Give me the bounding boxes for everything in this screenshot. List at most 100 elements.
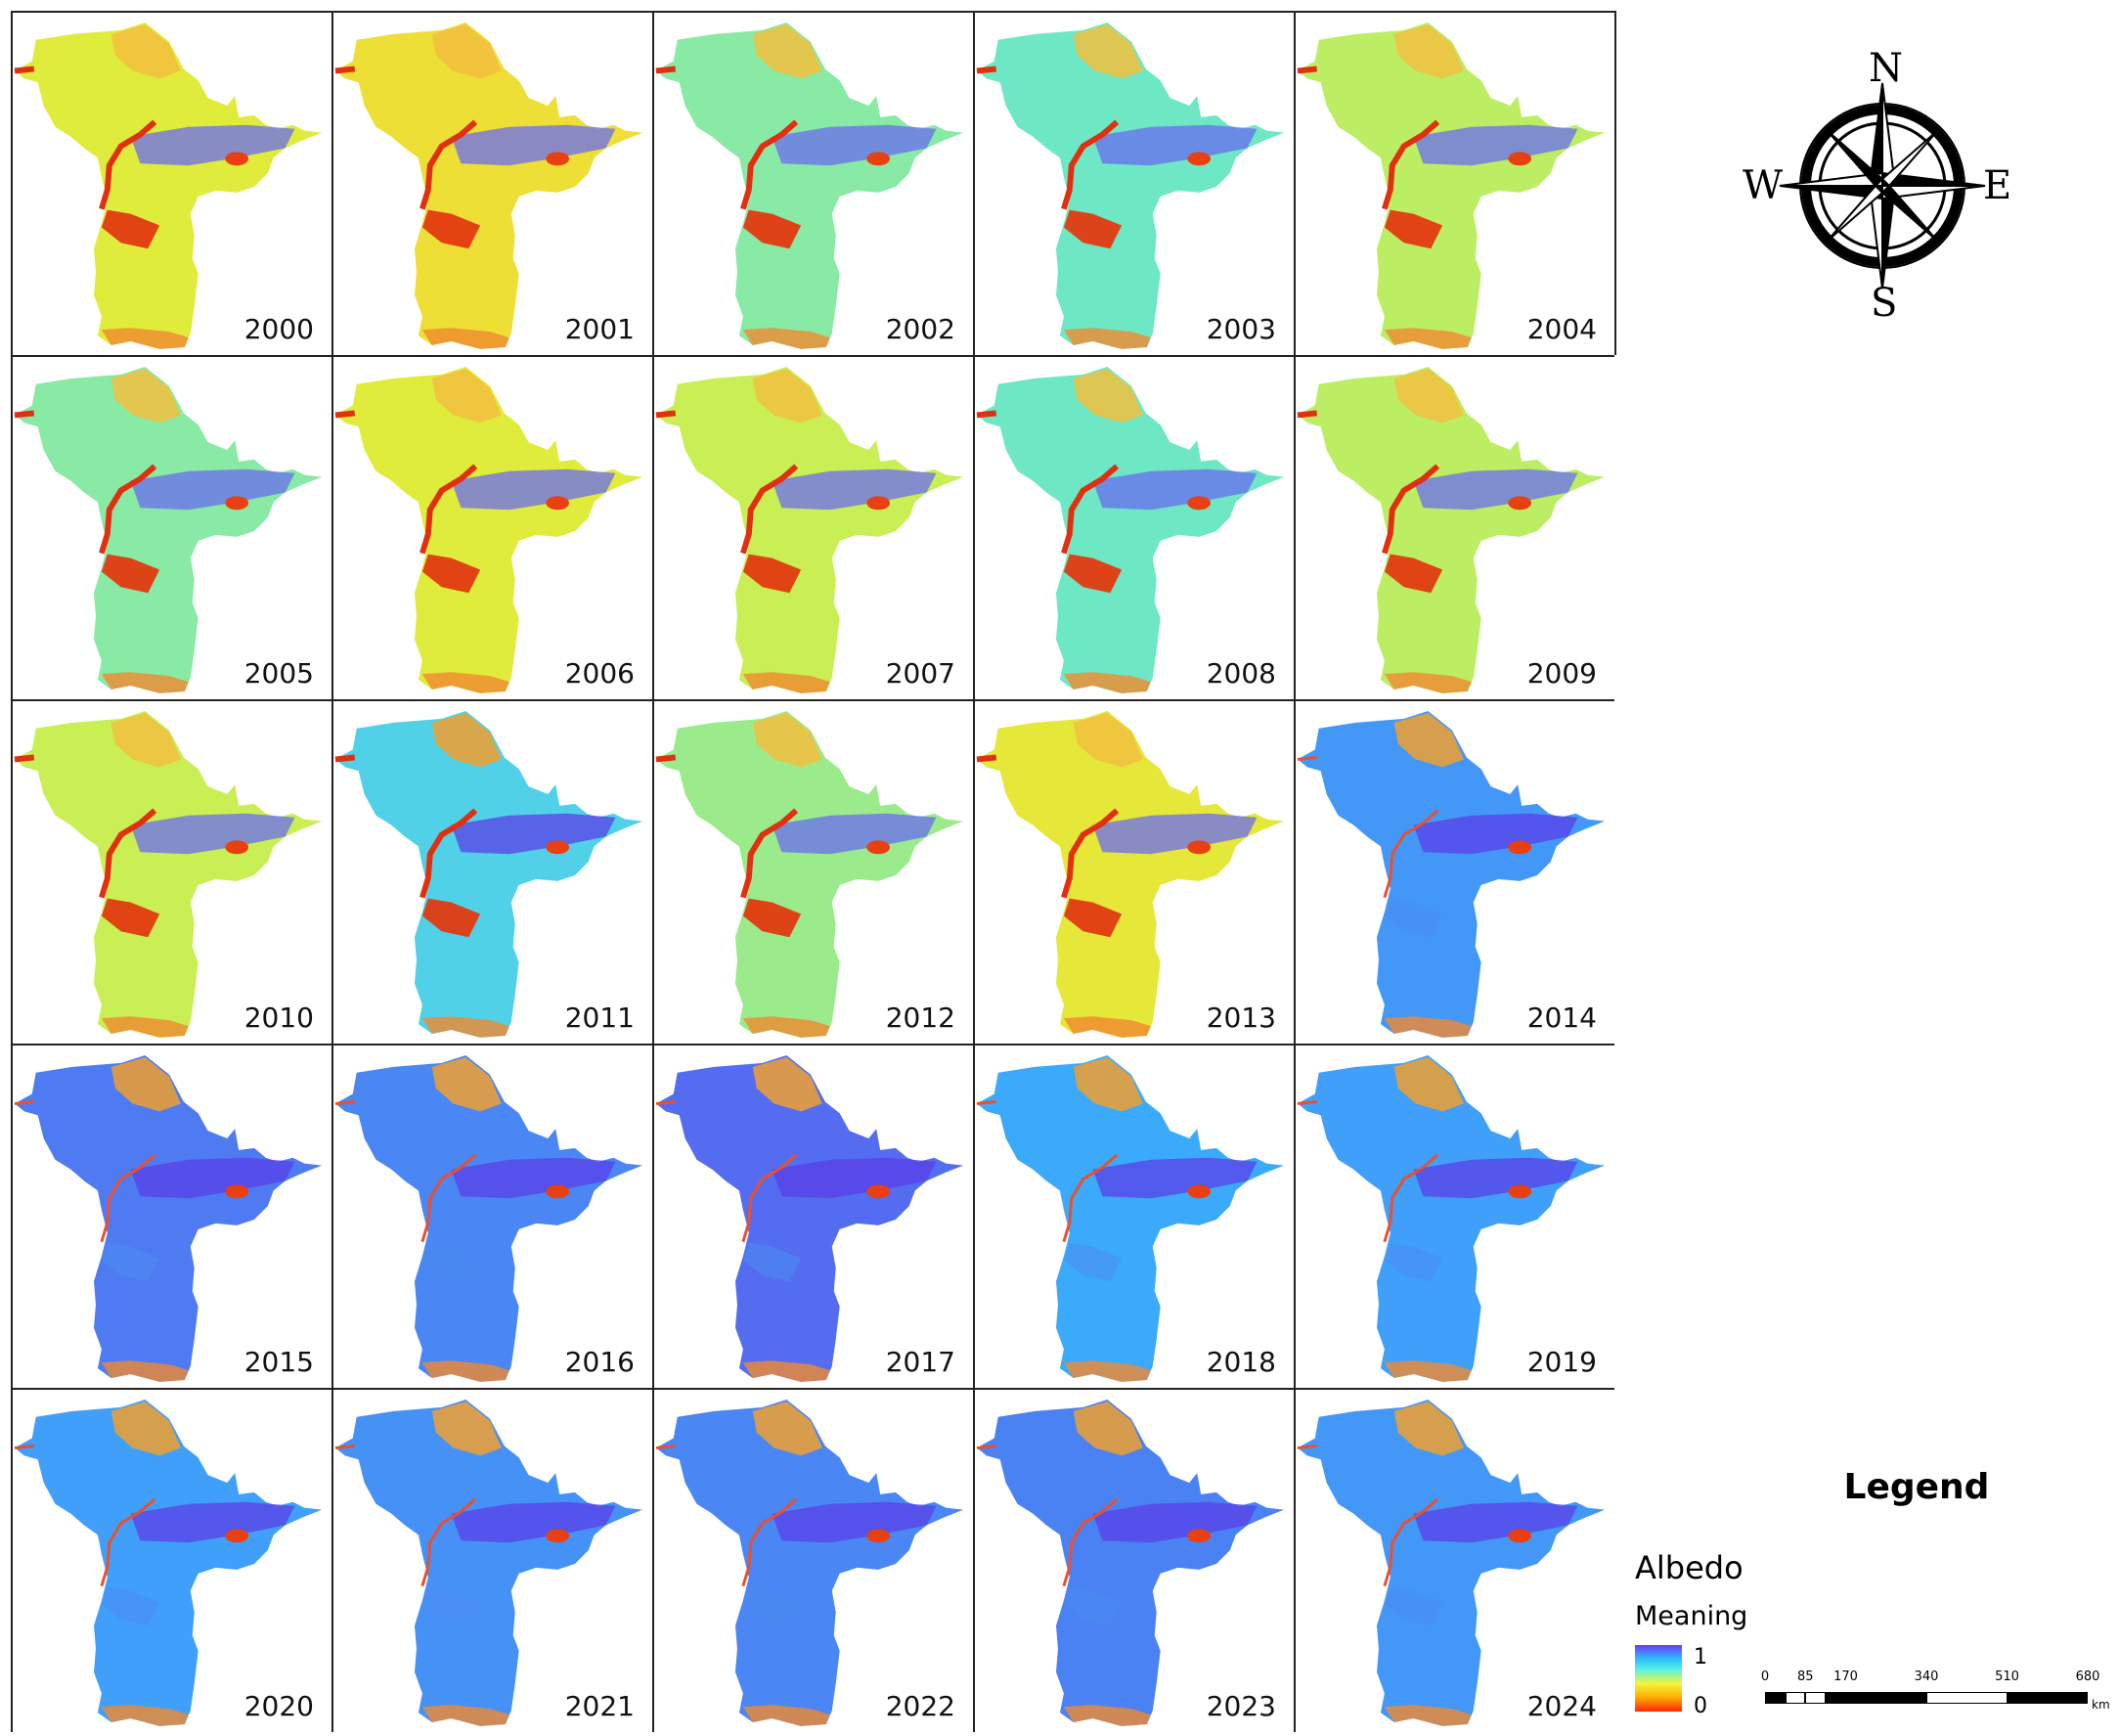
legend-title: Legend (1843, 1467, 1990, 1507)
region-albedo-fill (334, 367, 643, 693)
river-channel (14, 754, 157, 899)
northern-highland-area (752, 24, 822, 79)
scale-bar-tick-label: 510 (1995, 1669, 2019, 1684)
albedo-map-panel-2011: 2011 (333, 701, 652, 1044)
lake-feature (546, 152, 570, 166)
northern-highland-area (431, 24, 502, 79)
river-channel (334, 754, 478, 899)
central-mountain-band (451, 1501, 616, 1543)
panel-year-label: 2018 (1206, 1346, 1276, 1378)
panel-year-label: 2017 (885, 1346, 955, 1378)
region-albedo-fill (14, 1400, 323, 1726)
albedo-map-panel-2009: 2009 (1296, 357, 1614, 699)
river-channel (976, 1099, 1119, 1243)
southern-edge-area (1384, 1705, 1472, 1726)
albedo-raster-map (334, 711, 643, 1038)
albedo-raster-map (976, 1055, 1285, 1382)
river-channel (334, 1099, 477, 1243)
panel-year-label: 2016 (564, 1346, 635, 1378)
lake-feature (225, 1184, 249, 1199)
northern-highland-area (1073, 1057, 1143, 1112)
albedo-map-panel-2016: 2016 (333, 1046, 652, 1388)
northern-highland-area (110, 1057, 181, 1112)
albedo-raster-map (655, 711, 964, 1038)
lake-feature (866, 1529, 891, 1543)
central-mountain-band (1092, 1501, 1258, 1543)
albedo-map-grid: 2000 2001 2002 2003 2004 2005 2006 2007 2008 2009… (11, 11, 1616, 1732)
scale-bar-segment (1785, 1692, 1806, 1704)
southern-edge-area (1384, 1016, 1472, 1038)
northern-highland-area (1073, 713, 1143, 768)
river-channel (976, 66, 1120, 210)
southern-dark-patch (421, 898, 481, 938)
northern-highland-area (431, 713, 502, 768)
region-albedo-fill (14, 1055, 323, 1382)
albedo-raster-map (14, 711, 323, 1038)
southern-dark-patch (101, 1242, 160, 1282)
southern-dark-patch (1384, 209, 1443, 249)
scale-bar-segment (1825, 1692, 1846, 1704)
albedo-raster-map (1297, 367, 1606, 693)
albedo-raster-map (976, 1400, 1285, 1726)
lake-feature (546, 1529, 570, 1543)
southern-edge-area (421, 1360, 509, 1382)
northern-highland-area (1393, 369, 1464, 423)
southern-edge-area (1063, 672, 1151, 693)
southern-edge-area (1063, 1016, 1151, 1038)
southern-dark-patch (421, 1242, 481, 1282)
northern-highland-area (110, 1402, 181, 1456)
color-ramp-max-label: 1 (1694, 1645, 1707, 1669)
central-mountain-band (130, 1157, 295, 1199)
panel-divider-vertical (1294, 11, 1296, 1732)
albedo-raster-map (655, 1400, 964, 1726)
region-albedo-fill (655, 22, 964, 349)
southern-edge-area (742, 672, 830, 693)
legend-meaning-label: Meaning (1635, 1601, 1748, 1631)
panel-year-label: 2002 (885, 313, 955, 345)
region-albedo-fill (1297, 1400, 1606, 1726)
lake-feature (225, 152, 249, 166)
panel-year-label: 2001 (564, 313, 635, 345)
albedo-map-panel-2018: 2018 (975, 1046, 1294, 1388)
panel-year-label: 2021 (564, 1690, 635, 1722)
northern-highland-area (1073, 24, 1143, 79)
central-mountain-band (772, 124, 937, 166)
albedo-raster-map (655, 367, 964, 693)
lake-feature (1508, 152, 1532, 166)
scale-bar-segment (1805, 1692, 1826, 1704)
scale-bar: km 0 85 170 340 510 680 (1761, 1663, 2110, 1721)
albedo-map-panel-2020: 2020 (13, 1390, 331, 1732)
river-channel (14, 1444, 156, 1587)
lake-feature (225, 496, 249, 511)
lake-feature (866, 152, 891, 166)
southern-edge-area (742, 1705, 830, 1726)
region-albedo-fill (1297, 711, 1606, 1038)
lake-feature (866, 1184, 891, 1199)
albedo-map-panel-2004: 2004 (1296, 13, 1614, 355)
lake-feature (546, 496, 570, 511)
scale-bar-unit: km (2092, 1698, 2110, 1712)
region-albedo-fill (976, 1400, 1285, 1726)
northern-highland-area (110, 369, 181, 423)
central-mountain-band (130, 468, 295, 511)
compass-rose-icon (1779, 82, 1986, 289)
albedo-map-panel-2012: 2012 (654, 701, 973, 1044)
central-mountain-band (451, 468, 616, 511)
scale-bar-segment (2007, 1692, 2088, 1704)
southern-dark-patch (1384, 554, 1443, 594)
scale-bar-segment (1845, 1692, 1926, 1704)
panel-divider-vertical (973, 11, 975, 1732)
albedo-map-panel-2006: 2006 (333, 357, 652, 699)
region-albedo-fill (14, 367, 323, 693)
albedo-raster-map (334, 1400, 643, 1726)
southern-edge-area (101, 672, 189, 693)
northern-highland-area (1393, 24, 1464, 79)
central-mountain-band (1092, 1157, 1258, 1199)
lake-feature (1508, 1184, 1532, 1199)
southern-dark-patch (1063, 898, 1123, 938)
central-mountain-band (130, 124, 295, 166)
panel-year-label: 2010 (243, 1002, 314, 1034)
southern-dark-patch (1063, 1586, 1123, 1626)
albedo-raster-map (655, 22, 964, 349)
lake-feature (1187, 840, 1212, 855)
